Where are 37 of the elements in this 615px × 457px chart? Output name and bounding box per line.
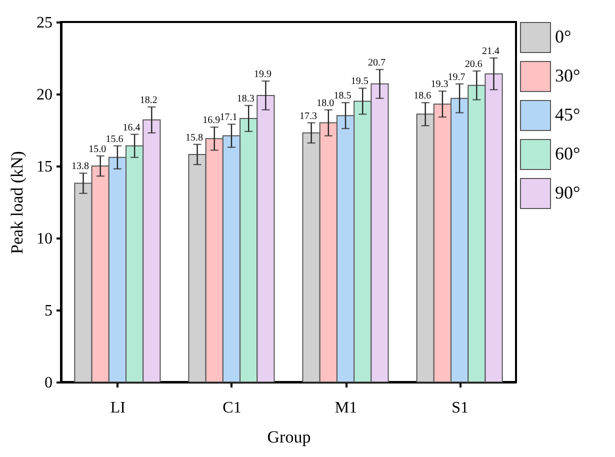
x-tick-label: C1 <box>222 400 242 416</box>
y-tick-label: 15 <box>36 158 52 176</box>
data-label: 18.3 <box>236 94 254 105</box>
data-label: 15.8 <box>186 132 204 144</box>
y-tick-label: 5 <box>44 302 52 320</box>
y-tick-label: 25 <box>36 14 52 32</box>
x-tick-label: M1 <box>334 400 358 416</box>
data-label: 15.0 <box>88 144 106 155</box>
data-label: 18.5 <box>334 90 352 102</box>
y-tick-label: 20 <box>36 86 52 104</box>
data-label: 16.9 <box>202 115 220 126</box>
data-label: 18.0 <box>316 98 334 109</box>
data-label: 19.7 <box>448 72 466 83</box>
y-axis-title: Peak load (kN) <box>8 151 26 254</box>
data-label: 21.4 <box>482 46 500 57</box>
data-label: 20.7 <box>368 58 386 69</box>
data-label: 15.6 <box>106 134 124 145</box>
data-label: 18.2 <box>140 94 158 106</box>
data-label: 20.6 <box>464 58 482 70</box>
legend-label: 45° <box>555 104 580 124</box>
data-label: 17.3 <box>300 110 318 122</box>
data-label: 19.5 <box>350 76 368 88</box>
data-label: 19.3 <box>430 79 448 90</box>
legend-label: 0° <box>555 26 572 46</box>
legend-label: 30° <box>555 66 580 86</box>
x-tick-label: LI <box>110 400 126 416</box>
data-label: 13.8 <box>71 161 89 172</box>
data-label: 17.1 <box>220 112 238 124</box>
data-label: 19.9 <box>254 69 272 80</box>
y-tick-label: 0 <box>44 374 52 392</box>
legend-label: 90° <box>555 182 580 202</box>
x-axis-title: Group <box>267 428 311 446</box>
y-tick-label: 10 <box>36 230 52 248</box>
data-label: 16.4 <box>122 122 140 134</box>
data-label: 18.6 <box>414 90 432 102</box>
legend-label: 60° <box>555 144 580 164</box>
x-tick-label: S1 <box>452 400 469 416</box>
